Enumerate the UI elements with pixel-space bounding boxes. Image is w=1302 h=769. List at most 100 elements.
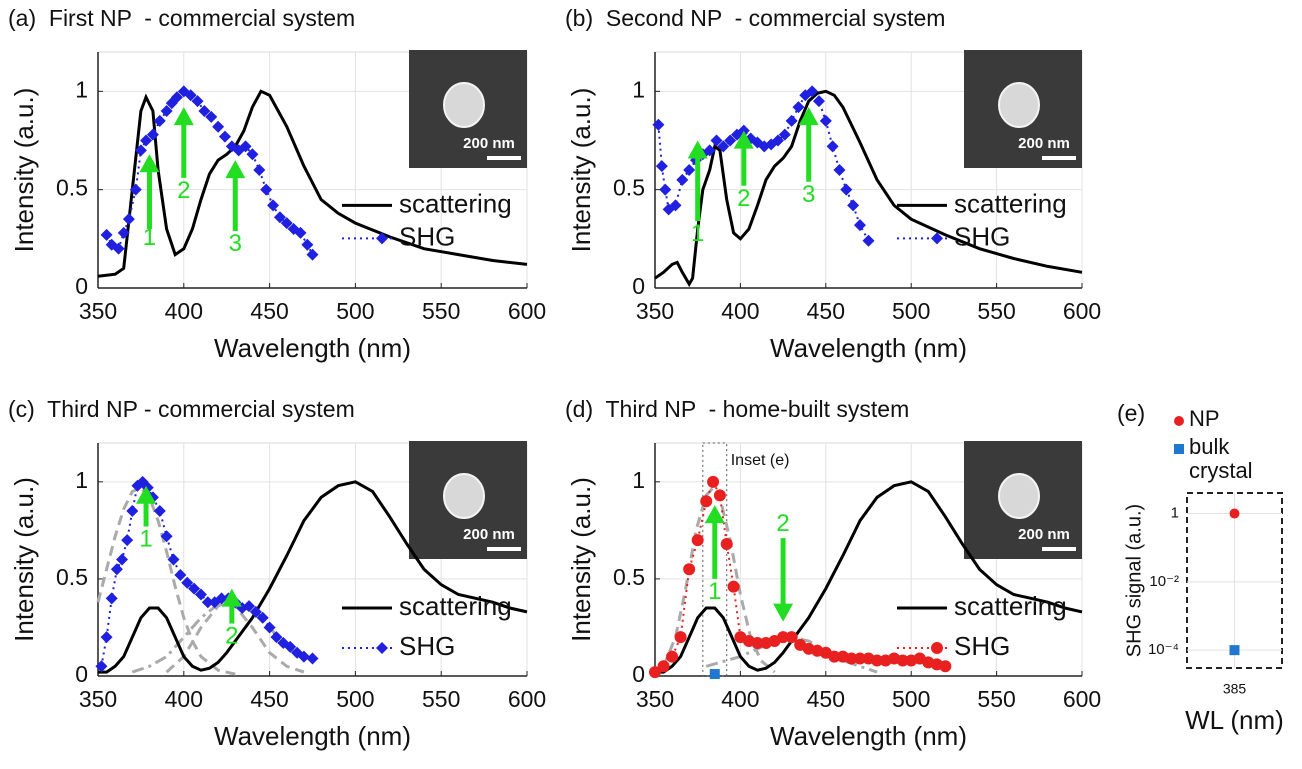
marker	[847, 199, 860, 212]
marker	[853, 219, 866, 232]
marker	[270, 631, 283, 644]
marker	[105, 592, 118, 605]
marker	[674, 631, 687, 644]
marker	[751, 636, 764, 649]
arrow-head	[221, 588, 242, 607]
legend-marker	[376, 642, 388, 654]
marker	[191, 95, 204, 108]
marker	[294, 226, 307, 239]
marker	[134, 144, 147, 157]
sem-inset: 200 nm	[964, 441, 1082, 559]
x-tick-label: 550	[422, 686, 460, 712]
arrow-label: 2	[177, 177, 190, 204]
particle	[443, 473, 485, 519]
arrow-label: 1	[691, 220, 704, 247]
marker	[826, 140, 839, 153]
x-tick-label: 350	[79, 298, 117, 324]
arrow-label: 1	[708, 578, 721, 605]
arrow-label: 2	[737, 185, 750, 212]
marker	[700, 495, 713, 508]
marker	[853, 652, 866, 665]
legend-marker	[1174, 444, 1184, 454]
x-axis-label: Wavelength (nm)	[770, 721, 967, 751]
x-tick-label: 450	[807, 298, 845, 324]
series-line	[98, 480, 528, 674]
x-tick-label: 500	[336, 298, 374, 324]
marker	[117, 226, 130, 239]
x-tick-label: 350	[636, 686, 674, 712]
marker	[306, 652, 319, 665]
arrow-head	[687, 140, 708, 159]
arrow-head	[704, 505, 725, 524]
arrow-label: 3	[802, 181, 815, 208]
particle	[443, 82, 485, 128]
y-tick-label: 1	[1171, 505, 1179, 522]
marker	[100, 631, 113, 644]
y-tick-label: 1	[75, 467, 88, 493]
marker	[683, 164, 696, 176]
marker	[669, 199, 682, 212]
marker	[724, 134, 737, 147]
x-axis-label: Wavelength (nm)	[770, 333, 967, 363]
marker	[284, 640, 297, 653]
marker	[280, 217, 293, 230]
legend-label: SHG	[399, 631, 455, 661]
sem-inset: 200 nm	[409, 50, 527, 168]
marker	[198, 105, 211, 117]
legend-label: SHG	[954, 631, 1010, 661]
marker	[126, 504, 139, 517]
marker	[713, 489, 726, 502]
arrow-label: 2	[776, 510, 789, 537]
legend-entry: bulk crystal	[1189, 435, 1253, 483]
y-tick-label: 0.5	[56, 564, 88, 590]
marker	[174, 569, 187, 582]
series-line	[97, 89, 528, 278]
y-tick-label: 0.5	[613, 564, 645, 590]
sem-inset: 200 nm	[964, 50, 1082, 168]
arrow-head	[173, 107, 194, 126]
marker	[939, 660, 952, 673]
y-tick-label: 10⁻⁴	[1148, 641, 1179, 658]
chart-title: (e)	[1117, 400, 1145, 426]
marker	[792, 101, 805, 114]
y-tick-label: 0.5	[56, 175, 88, 201]
arrow-head	[225, 160, 246, 179]
x-tick-label: 600	[508, 686, 546, 712]
marker	[212, 120, 225, 133]
chart-title: (b) Second NP - commercial system	[565, 5, 945, 31]
legend-label: scattering	[399, 188, 512, 218]
marker	[140, 134, 153, 147]
x-tick-label: 450	[807, 686, 845, 712]
arrow-label: 1	[143, 224, 156, 251]
marker	[243, 600, 256, 613]
marker	[153, 114, 166, 127]
marker	[785, 631, 798, 644]
y-tick-label: 1	[75, 76, 88, 102]
marker	[840, 183, 853, 196]
marker	[1229, 508, 1240, 519]
arrow-head	[136, 485, 157, 504]
marker	[170, 91, 183, 104]
marker	[194, 588, 207, 601]
x-tick-label: 400	[165, 686, 203, 712]
y-tick-label: 0	[75, 273, 88, 299]
marker	[146, 128, 159, 141]
series-line	[657, 89, 870, 242]
x-tick-label: 500	[892, 686, 930, 712]
arrow-head	[773, 603, 794, 622]
x-tick-label: 500	[336, 686, 374, 712]
y-tick-label: 0.5	[613, 175, 645, 201]
legend-label: scattering	[954, 591, 1067, 621]
arrow-label: 3	[229, 230, 242, 257]
marker	[703, 144, 716, 157]
particle	[998, 82, 1040, 128]
marker	[273, 211, 286, 224]
marker	[167, 553, 180, 566]
marker	[160, 530, 173, 543]
marker	[129, 183, 142, 196]
marker	[720, 537, 733, 550]
y-tick-label: 1	[632, 467, 645, 493]
legend-label: scattering	[399, 591, 512, 621]
arrow-label: 2	[225, 623, 238, 650]
